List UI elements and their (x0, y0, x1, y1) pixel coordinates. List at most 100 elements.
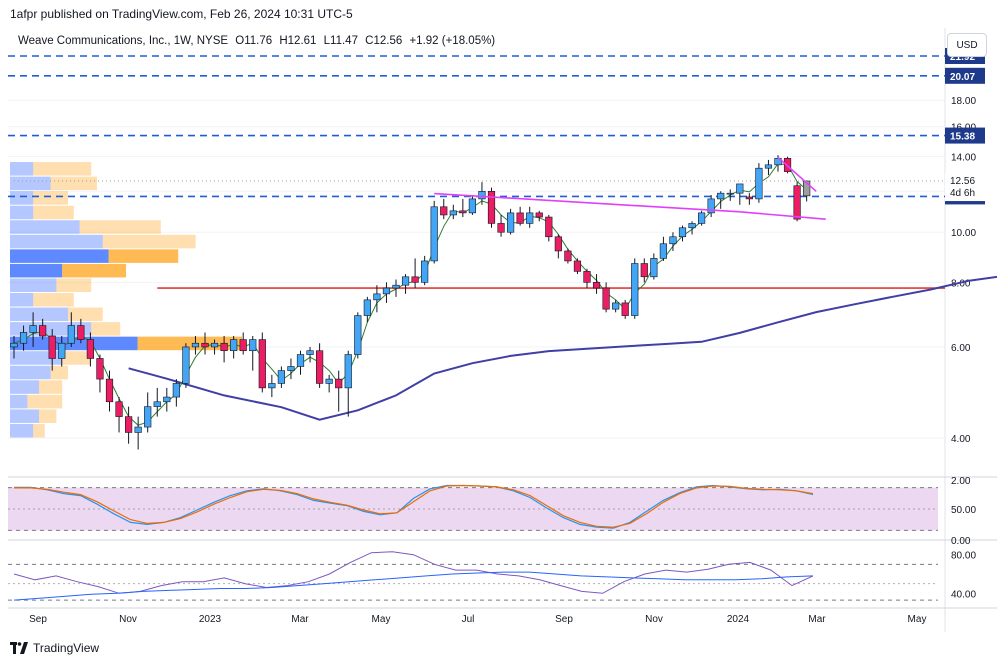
volume-profile-down-bar (62, 263, 126, 278)
volume-profile-up-bar (10, 278, 57, 292)
legend-change: +1.92 (+18.05%) (409, 35, 496, 47)
candle-body (516, 212, 524, 224)
x-tick-label: 2023 (199, 614, 222, 625)
stoch-y-tick-label: 50.00 (951, 505, 976, 516)
rsi-line (13, 571, 814, 601)
volume-profile-down-bar (50, 176, 97, 191)
volume-profile-up-bar (10, 292, 34, 307)
candle-body (201, 342, 209, 348)
candle-body (210, 342, 219, 348)
volume-profile-down-bar (56, 278, 92, 292)
candle-body (48, 335, 56, 359)
footer-brand-label: TradingView (33, 641, 100, 655)
candle-body (306, 350, 314, 355)
trendline (739, 211, 826, 220)
volume-profile-up-bar (10, 365, 51, 380)
candle-body (344, 354, 352, 389)
candle-body (39, 325, 47, 337)
volume-profile-up-bar (10, 220, 80, 234)
x-tick-label: Nov (119, 614, 137, 625)
candle-body (526, 212, 534, 224)
volume-profile-down-bar (27, 394, 63, 409)
candle-body (678, 227, 687, 238)
candle-body (612, 302, 620, 310)
x-tick-label: Nov (645, 614, 663, 625)
rsi-line (13, 551, 814, 594)
rsi-y-tick-label: 40.00 (951, 589, 976, 600)
volume-profile-up-bar (10, 191, 34, 205)
stoch-rsi-line (14, 484, 814, 529)
candle-body (535, 212, 543, 218)
candle-body (363, 299, 371, 316)
candle-body (296, 354, 305, 367)
volume-profile-down-bar (62, 351, 92, 365)
chart-background (8, 28, 997, 632)
candle-body (125, 416, 133, 433)
candle-body (640, 263, 648, 278)
x-tick-label: 2024 (727, 614, 750, 625)
candle-body (478, 190, 486, 200)
candle-body (764, 164, 773, 169)
currency-button[interactable]: USD (947, 33, 987, 57)
y-tick-label: 2.00 (951, 476, 971, 487)
chart-canvas[interactable]: 4.006.008.0010.0012.0014.0016.0018.0021.… (8, 28, 1005, 632)
volume-profile-down-bar (50, 365, 68, 380)
volume-profile-down-bar (33, 205, 74, 220)
price-level-badge (945, 67, 985, 84)
last-price-badge (945, 173, 985, 202)
candle-body (163, 396, 171, 403)
y-tick-label: 8.00 (951, 278, 971, 289)
candle-body (134, 426, 142, 433)
candle-body (258, 339, 266, 389)
candle-body (29, 325, 37, 333)
x-tick-label: Mar (291, 614, 309, 625)
candle-body (411, 276, 419, 283)
volume-profile-down-bar (91, 322, 121, 336)
candle-body (19, 332, 28, 344)
stoch-y-tick-label: 0.00 (951, 536, 971, 547)
stoch-rsi-line (14, 484, 814, 528)
symbol-legend[interactable]: Weave Communications, Inc., 1W, NYSE O11… (18, 35, 499, 47)
candle-body (86, 339, 94, 359)
y-tick-label: 4.00 (951, 434, 971, 445)
candle-body (153, 401, 161, 407)
candle-body (755, 167, 763, 200)
x-tick-label: Sep (29, 614, 47, 625)
legend-symbol: Weave Communications, Inc., 1W, NYSE (18, 35, 229, 47)
candle-body (793, 185, 801, 220)
candle-body (239, 339, 247, 352)
candle-body (583, 271, 591, 283)
candle-body (191, 342, 200, 348)
price-level-label: 15.38 (950, 132, 975, 143)
candle-body (659, 243, 667, 259)
y-tick-label: 18.00 (951, 96, 976, 107)
legend-close: C12.56 (365, 35, 403, 47)
volume-profile-down-bar (102, 234, 196, 249)
candle-body (506, 212, 515, 233)
countdown-label: 4d 6h (950, 188, 975, 199)
price-level-badge (945, 127, 985, 144)
candle-body (249, 339, 257, 352)
candle-body (688, 223, 696, 229)
tradingview-logo-icon (10, 642, 28, 654)
candle-body (459, 210, 467, 214)
volume-profile-down-bar (33, 162, 92, 176)
candle-body (592, 282, 601, 289)
volume-profile-up-bar (10, 423, 34, 438)
candle-body (268, 383, 276, 389)
candle-body (707, 198, 715, 214)
candle-body (497, 223, 505, 233)
candle-body (382, 287, 391, 295)
candle-body (430, 206, 438, 262)
candle-body (10, 342, 18, 348)
volume-profile-up-bar (10, 263, 63, 278)
candle-body (669, 236, 677, 245)
footer-brand[interactable]: TradingView (10, 641, 99, 655)
chart-frame[interactable]: 4.006.008.0010.0012.0014.0016.0018.0021.… (8, 28, 1005, 632)
candle-body (325, 378, 333, 384)
candle-body (487, 190, 496, 224)
volume-profile-up-bar (10, 380, 39, 394)
candle-body (631, 263, 639, 316)
candle-body (726, 192, 734, 195)
candle-body (373, 293, 381, 301)
